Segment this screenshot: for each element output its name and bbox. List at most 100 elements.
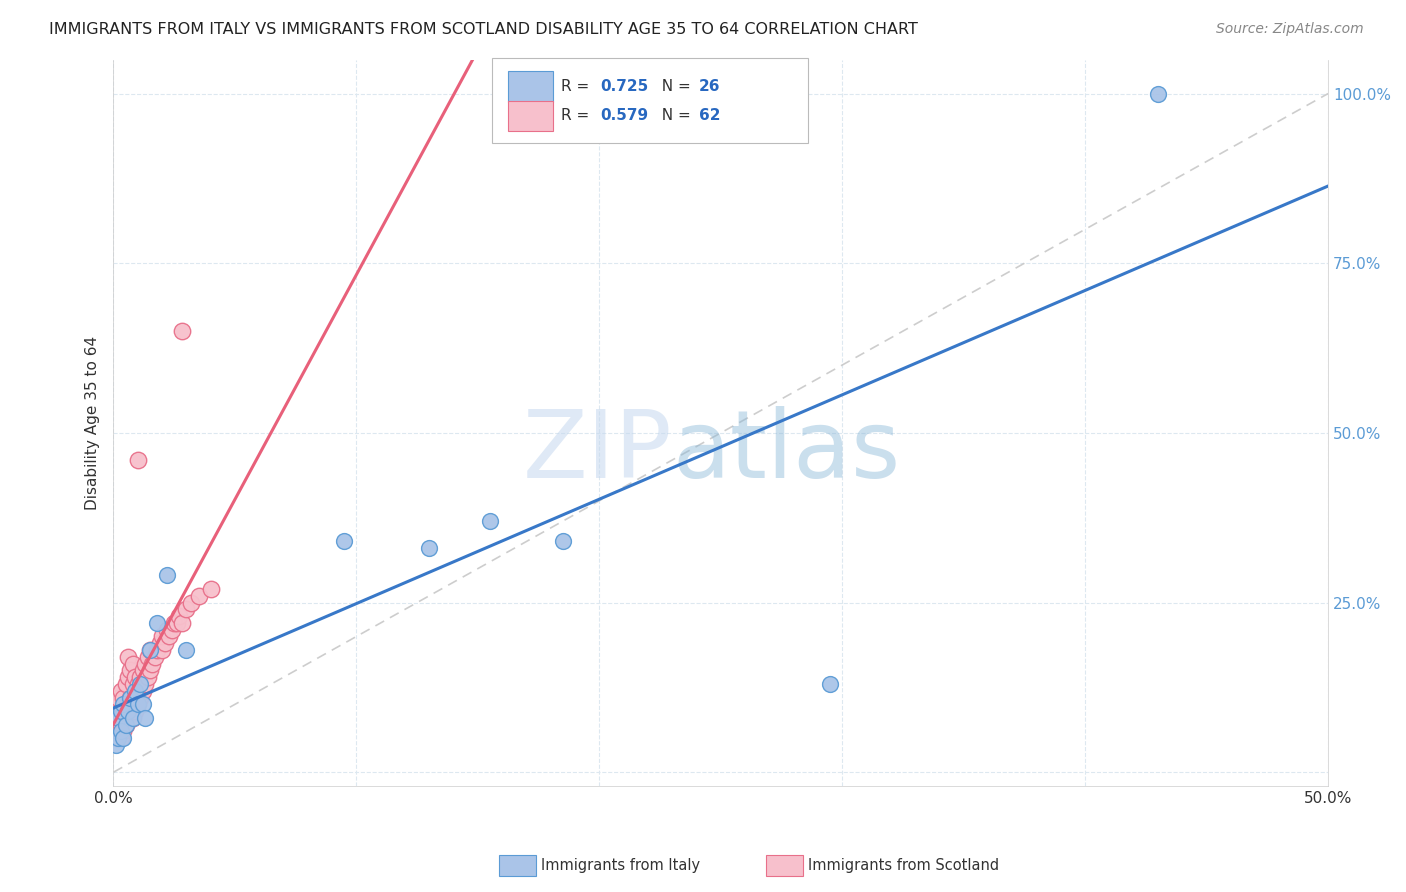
Point (129, 677, 152, 691)
Text: 0.579: 0.579 (600, 109, 648, 123)
Point (156, 568, 179, 582)
Point (418, 541, 440, 556)
Text: IMMIGRANTS FROM ITALY VS IMMIGRANTS FROM SCOTLAND DISABILITY AGE 35 TO 64 CORREL: IMMIGRANTS FROM ITALY VS IMMIGRANTS FROM… (49, 22, 918, 37)
Point (170, 615, 193, 630)
Point (110, 683, 132, 698)
Point (167, 609, 190, 624)
Point (129, 670, 152, 684)
Point (117, 698, 139, 712)
Text: N =: N = (652, 109, 696, 123)
Point (107, 711, 129, 725)
Point (104, 738, 127, 752)
Text: 26: 26 (699, 79, 720, 94)
Point (149, 636, 172, 650)
Point (1147, 87, 1170, 101)
Point (127, 677, 149, 691)
Point (180, 595, 202, 609)
Point (333, 534, 356, 549)
Point (122, 711, 145, 725)
Point (117, 670, 139, 684)
Text: 62: 62 (699, 109, 720, 123)
Point (157, 630, 180, 644)
Point (114, 704, 136, 718)
Point (110, 731, 132, 746)
Point (139, 643, 162, 657)
Point (120, 704, 142, 718)
Point (117, 711, 139, 725)
Point (120, 690, 142, 705)
Point (163, 615, 186, 630)
Point (104, 698, 127, 712)
Point (114, 717, 136, 731)
Point (120, 664, 142, 678)
Point (110, 717, 132, 731)
Point (110, 704, 132, 718)
Point (134, 711, 156, 725)
Point (112, 690, 135, 705)
Point (200, 582, 222, 596)
Point (114, 677, 136, 691)
Point (124, 670, 146, 684)
Point (153, 636, 176, 650)
Text: ZIP: ZIP (523, 406, 672, 498)
Point (120, 690, 142, 705)
Point (112, 724, 135, 739)
Point (166, 615, 188, 630)
Text: Immigrants from Italy: Immigrants from Italy (541, 858, 700, 872)
Point (107, 724, 129, 739)
Point (139, 643, 162, 657)
Point (110, 724, 132, 739)
Text: 0.725: 0.725 (600, 79, 648, 94)
Point (114, 717, 136, 731)
Point (150, 643, 173, 657)
Point (129, 690, 152, 705)
Point (170, 324, 193, 338)
Point (122, 677, 145, 691)
Text: R =: R = (561, 79, 595, 94)
Point (117, 649, 139, 664)
Point (551, 534, 574, 549)
Point (124, 690, 146, 705)
Point (160, 623, 183, 637)
Point (136, 670, 159, 684)
Point (139, 664, 162, 678)
Point (818, 677, 841, 691)
Point (112, 731, 135, 746)
Point (131, 683, 153, 698)
Point (127, 453, 149, 467)
Point (104, 731, 127, 746)
Point (131, 664, 153, 678)
Point (176, 602, 198, 616)
Point (150, 630, 173, 644)
Point (127, 698, 149, 712)
Point (107, 711, 129, 725)
Point (107, 690, 129, 705)
Point (141, 657, 163, 671)
Point (146, 643, 169, 657)
Point (104, 717, 127, 731)
Point (187, 589, 209, 603)
Y-axis label: Disability Age 35 to 64: Disability Age 35 to 64 (86, 335, 100, 509)
Point (124, 683, 146, 698)
Point (143, 649, 166, 664)
Point (176, 643, 198, 657)
Point (107, 731, 129, 746)
Point (146, 615, 169, 630)
Point (122, 657, 145, 671)
Point (156, 623, 179, 637)
Point (122, 711, 145, 725)
Text: Immigrants from Scotland: Immigrants from Scotland (808, 858, 1000, 872)
Point (479, 514, 502, 528)
Point (136, 649, 159, 664)
Point (112, 711, 135, 725)
Point (122, 698, 145, 712)
Text: R =: R = (561, 109, 595, 123)
Point (117, 704, 139, 718)
Text: N =: N = (652, 79, 696, 94)
Text: Source: ZipAtlas.com: Source: ZipAtlas.com (1216, 22, 1364, 37)
Point (110, 704, 132, 718)
Point (112, 698, 135, 712)
Point (131, 698, 153, 712)
Point (134, 657, 156, 671)
Point (127, 698, 149, 712)
